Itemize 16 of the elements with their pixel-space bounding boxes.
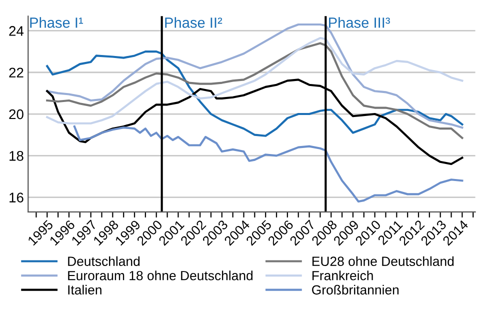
line-series bbox=[46, 36, 464, 124]
y-tick-label: 16 bbox=[10, 192, 24, 202]
legend-label: EU28 ohne Deutschland bbox=[312, 256, 454, 266]
annotation: Phase I¹ bbox=[30, 17, 84, 28]
y-tick-label: 24 bbox=[9, 26, 24, 36]
ref-line-label: Phase II² bbox=[165, 17, 222, 28]
y-tick-label: 22 bbox=[9, 68, 24, 78]
line-series bbox=[73, 125, 464, 203]
y-tick-label: 18 bbox=[10, 151, 24, 161]
legend-label: Frankreich bbox=[312, 270, 373, 280]
y-tick-label: 20 bbox=[9, 109, 24, 120]
legend-label: Euroraum 18 ohne Deutschland bbox=[68, 270, 252, 280]
legend-label: Italien bbox=[68, 284, 102, 295]
ref-line-label: Phase III³ bbox=[329, 17, 390, 28]
legend-label: Deutschland bbox=[68, 256, 140, 266]
legend-label: Großbritannien bbox=[312, 284, 399, 295]
